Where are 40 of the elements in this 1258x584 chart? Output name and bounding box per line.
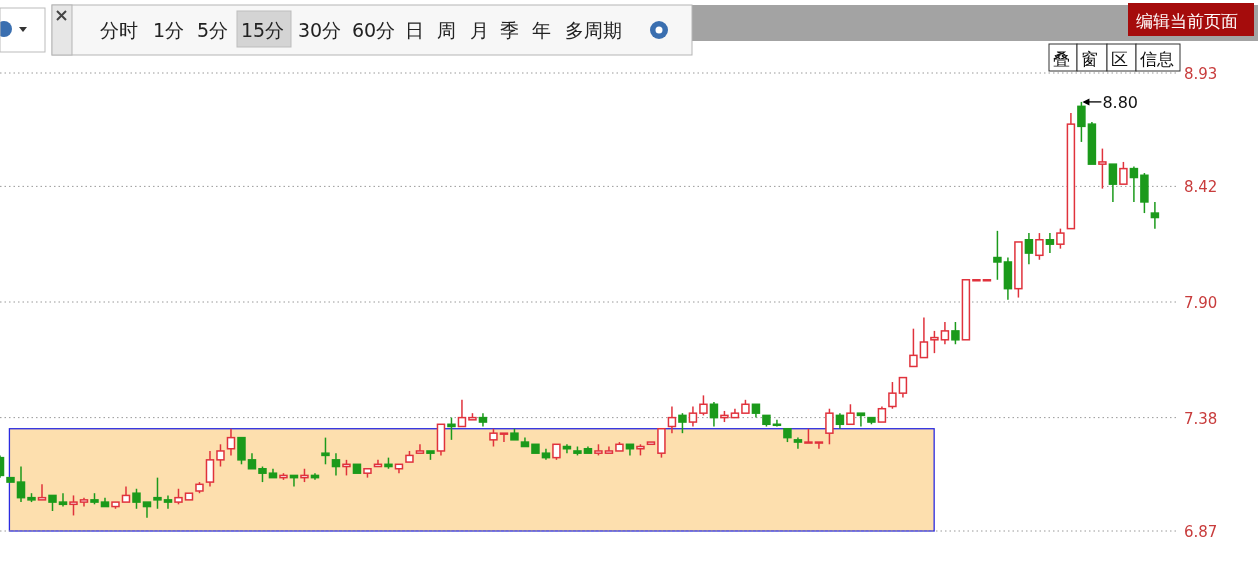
annotation: 8.80 [1102, 92, 1139, 112]
candlestick [331, 452, 341, 477]
text: 窗 [1081, 49, 1098, 69]
text: 信息 [1140, 49, 1174, 69]
candlestick [972, 279, 981, 282]
y-tick-label: 8.93 [1184, 65, 1218, 83]
candlestick [163, 494, 173, 510]
text: 1分 [153, 19, 185, 41]
text: 编辑当前页面 [1136, 11, 1238, 31]
candlestick [982, 279, 992, 282]
candlestick [688, 405, 698, 428]
text: 60分 [352, 19, 396, 41]
candlestick [1129, 165, 1139, 203]
y-tick-label: 7.38 [1184, 409, 1218, 428]
text: 分时 [100, 19, 138, 41]
candlestick [478, 412, 488, 428]
candlestick [16, 465, 26, 503]
text: 15分 [241, 19, 285, 41]
candlestick [1045, 232, 1055, 254]
candlestick [226, 427, 236, 457]
text: 日 [405, 19, 424, 41]
candlestick [835, 412, 845, 430]
candlestick [1024, 232, 1034, 265]
y-tick-label: 8.42 [1184, 178, 1218, 197]
candlestick [1150, 201, 1160, 230]
candlestick [667, 405, 677, 434]
text: 叠 [1053, 49, 1070, 69]
text: 周 [437, 19, 456, 41]
text: 区 [1111, 49, 1128, 69]
text: 多周期 [565, 19, 622, 41]
y-tick-label: 7.90 [1184, 294, 1218, 312]
text: 季 [500, 19, 519, 41]
text: 年 [532, 19, 551, 41]
candlestick [58, 492, 68, 508]
candlestick [205, 450, 215, 488]
text: 5分 [197, 19, 229, 41]
candlestick [709, 401, 719, 428]
text: 30分 [298, 19, 342, 41]
text: 月 [470, 19, 489, 41]
y-tick-label: 6.87 [1184, 523, 1218, 541]
